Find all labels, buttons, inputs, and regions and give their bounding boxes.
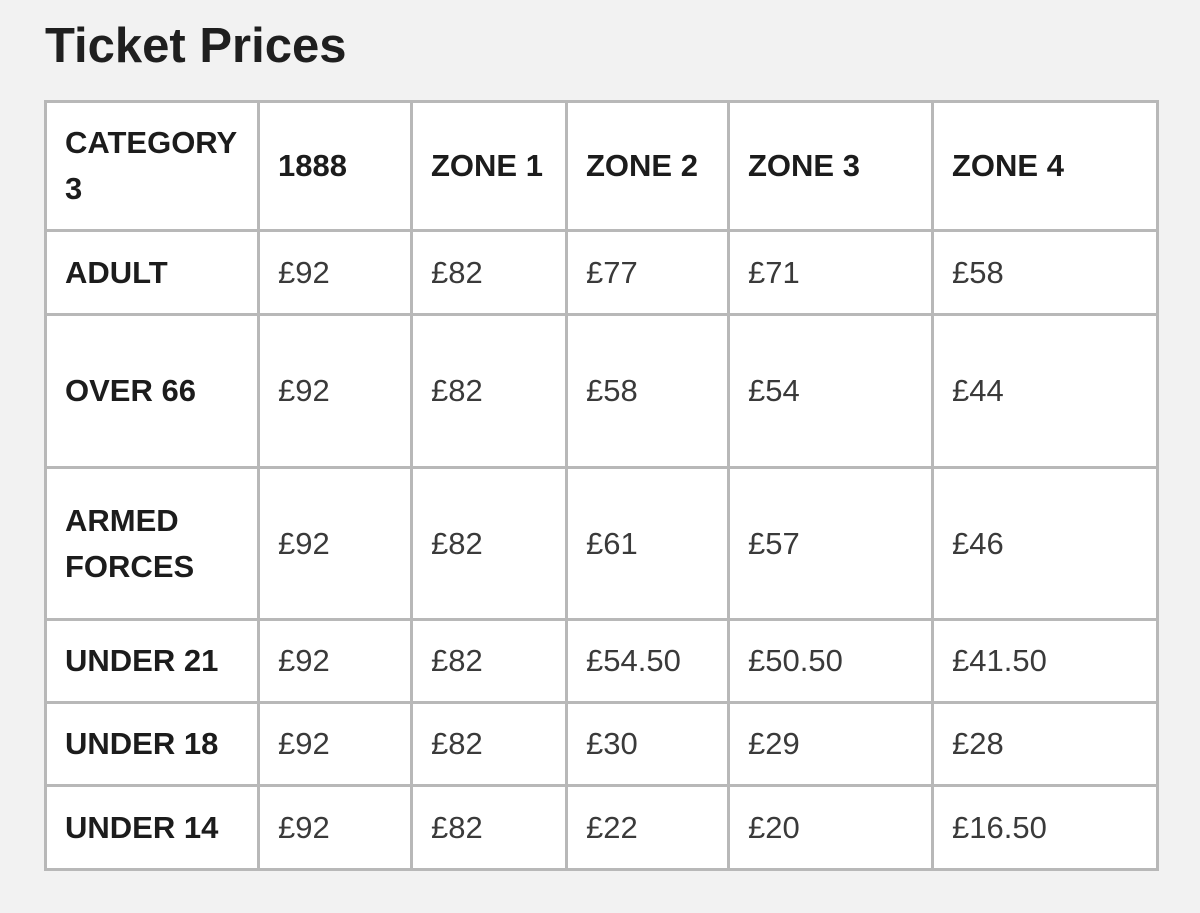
price-cell: £82 <box>410 784 568 871</box>
price-cell: £30 <box>565 701 730 787</box>
row-label-adult: ADULT <box>44 229 260 316</box>
price-cell: £77 <box>565 229 730 316</box>
price-cell: £92 <box>257 466 413 621</box>
table-row: OVER 66 £92 £82 £58 £54 £44 <box>44 313 1159 469</box>
price-cell: £16.50 <box>931 784 1159 871</box>
header-1888: 1888 <box>257 100 413 232</box>
price-cell: £44 <box>931 313 1159 469</box>
price-cell: £41.50 <box>931 618 1159 704</box>
price-cell: £58 <box>931 229 1159 316</box>
price-cell: £54 <box>727 313 934 469</box>
price-cell: £92 <box>257 229 413 316</box>
price-cell: £82 <box>410 313 568 469</box>
header-zone-4: ZONE 4 <box>931 100 1159 232</box>
header-zone-3: ZONE 3 <box>727 100 934 232</box>
row-label-over-66: OVER 66 <box>44 313 260 469</box>
table-row: UNDER 14 £92 £82 £22 £20 £16.50 <box>44 784 1159 871</box>
table-header-row: CATEGORY 3 1888 ZONE 1 ZONE 2 ZONE 3 ZON… <box>44 100 1159 232</box>
price-cell: £82 <box>410 229 568 316</box>
price-cell: £61 <box>565 466 730 621</box>
price-cell: £82 <box>410 618 568 704</box>
ticket-price-table: CATEGORY 3 1888 ZONE 1 ZONE 2 ZONE 3 ZON… <box>44 100 1159 871</box>
price-cell: £22 <box>565 784 730 871</box>
table-row: UNDER 21 £92 £82 £54.50 £50.50 £41.50 <box>44 618 1159 704</box>
row-label-under-14: UNDER 14 <box>44 784 260 871</box>
price-cell: £50.50 <box>727 618 934 704</box>
price-cell: £92 <box>257 701 413 787</box>
table-row: ARMED FORCES £92 £82 £61 £57 £46 <box>44 466 1159 621</box>
page-title: Ticket Prices <box>45 19 347 73</box>
row-label-under-21: UNDER 21 <box>44 618 260 704</box>
price-cell: £71 <box>727 229 934 316</box>
table-row: UNDER 18 £92 £82 £30 £29 £28 <box>44 701 1159 787</box>
price-cell: £57 <box>727 466 934 621</box>
price-cell: £92 <box>257 784 413 871</box>
header-category: CATEGORY 3 <box>44 100 260 232</box>
price-cell: £82 <box>410 701 568 787</box>
price-cell: £92 <box>257 313 413 469</box>
price-cell: £28 <box>931 701 1159 787</box>
price-cell: £20 <box>727 784 934 871</box>
price-cell: £54.50 <box>565 618 730 704</box>
row-label-under-18: UNDER 18 <box>44 701 260 787</box>
row-label-armed-forces: ARMED FORCES <box>44 466 260 621</box>
price-cell: £82 <box>410 466 568 621</box>
price-cell: £46 <box>931 466 1159 621</box>
table-row: ADULT £92 £82 £77 £71 £58 <box>44 229 1159 316</box>
header-zone-1: ZONE 1 <box>410 100 568 232</box>
price-cell: £29 <box>727 701 934 787</box>
price-cell: £92 <box>257 618 413 704</box>
price-cell: £58 <box>565 313 730 469</box>
header-zone-2: ZONE 2 <box>565 100 730 232</box>
